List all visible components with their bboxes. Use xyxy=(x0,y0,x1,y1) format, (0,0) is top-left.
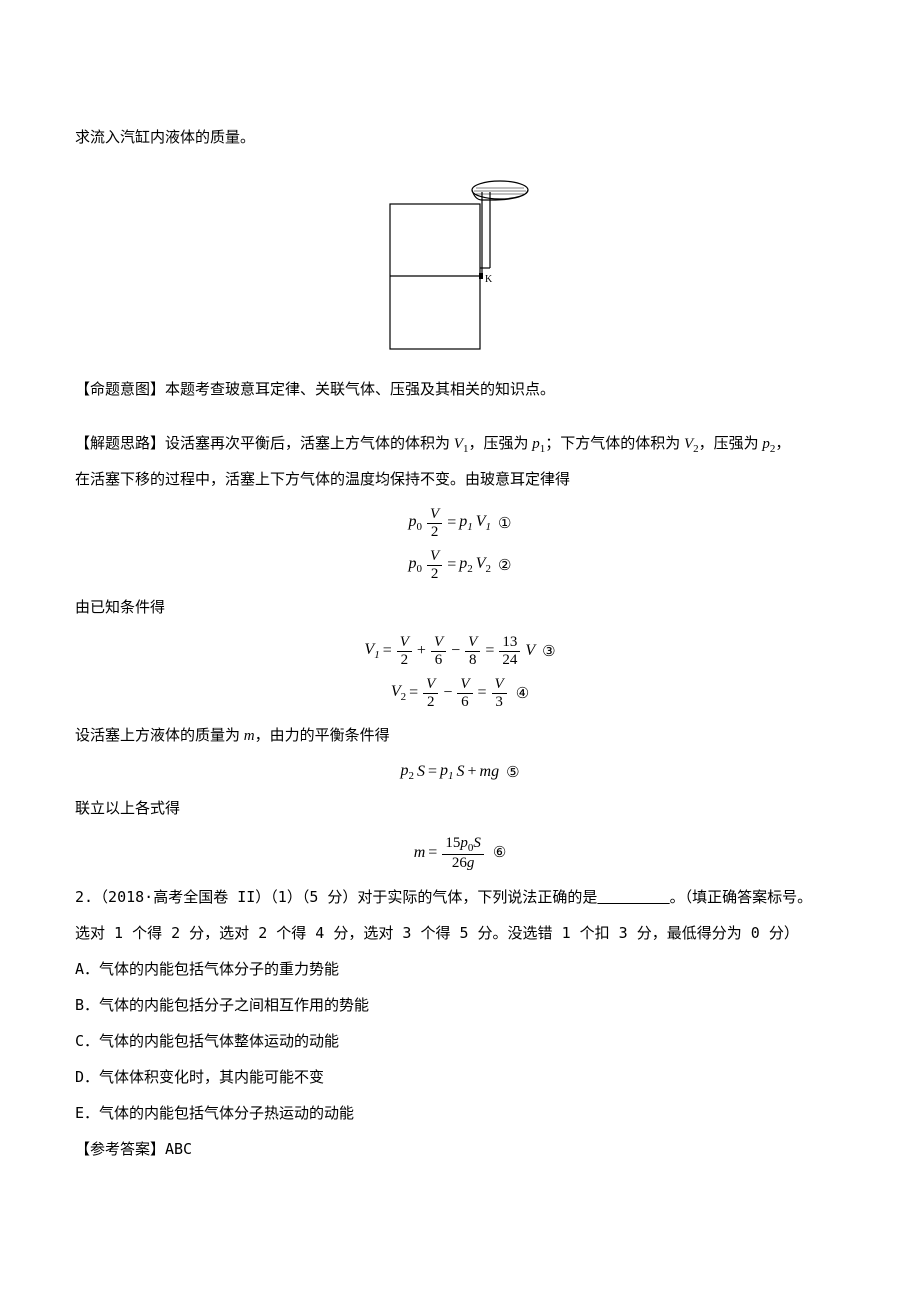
piston-mass-suffix: ，由力的平衡条件得 xyxy=(255,728,390,744)
equation-2: p0 V2 = p2V2 ② xyxy=(75,548,845,582)
equation-6: m = 15p0S 26g ⑥ xyxy=(75,835,845,872)
solution-mid4: ， xyxy=(775,436,790,452)
option-c: C．气体的内能包括气体整体运动的动能 xyxy=(75,1023,845,1059)
q2-line1-b: 。（填正确答案标号。 xyxy=(670,888,813,906)
solution-heading: 【解题思路】设活塞再次平衡后，活塞上方气体的体积为 V1，压强为 p1；下方气体… xyxy=(75,426,845,462)
solution-line2: 在活塞下移的过程中，活塞上下方气体的温度均保持不变。由玻意耳定律得 xyxy=(75,462,845,498)
solution-mid2: ；下方气体的体积为 xyxy=(545,436,684,452)
option-e: E．气体的内能包括气体分子热运动的动能 xyxy=(75,1095,845,1131)
var-p1: p1 xyxy=(532,436,545,452)
combine-text: 联立以上各式得 xyxy=(75,791,845,827)
solution-prefix: 【解题思路】设活塞再次平衡后，活塞上方气体的体积为 xyxy=(75,436,454,452)
var-V1: V1 xyxy=(454,436,469,452)
q2-line1-a: 2.（2018·高考全国卷 II）（1）（5 分）对于实际的气体，下列说法正确的… xyxy=(75,888,597,906)
cylinder-svg: K xyxy=(380,174,540,354)
equation-1: p0 V2 = p1V1 ① xyxy=(75,506,845,540)
solution-mid3: ，压强为 xyxy=(699,436,763,452)
equation-3: V1 = V2 + V6 − V8 = 1324 V ③ xyxy=(75,634,845,668)
equation-4: V2 = V2 − V6 = V3 ④ xyxy=(75,676,845,710)
equation-5: p2S = p1S + mg ⑤ xyxy=(75,762,845,782)
var-m: m xyxy=(244,728,255,744)
cylinder-diagram: K xyxy=(75,174,845,354)
q2-line1: 2.（2018·高考全国卷 II）（1）（5 分）对于实际的气体，下列说法正确的… xyxy=(75,879,845,915)
intro-text: 求流入汽缸内液体的质量。 xyxy=(75,120,845,156)
q2-line2: 选对 1 个得 2 分，选对 2 个得 4 分，选对 3 个得 5 分。没选错 … xyxy=(75,915,845,951)
known-cond: 由已知条件得 xyxy=(75,590,845,626)
option-a: A．气体的内能包括气体分子的重力势能 xyxy=(75,951,845,987)
intent-text: 【命题意图】本题考查玻意耳定律、关联气体、压强及其相关的知识点。 xyxy=(75,372,845,408)
solution-mid1: ，压强为 xyxy=(468,436,532,452)
valve-k-marker xyxy=(479,273,483,279)
option-d: D．气体体积变化时，其内能可能不变 xyxy=(75,1059,845,1095)
q2-blank xyxy=(597,888,669,906)
piston-mass-prefix: 设活塞上方液体的质量为 xyxy=(75,728,244,744)
var-p2: p2 xyxy=(762,436,775,452)
option-b: B．气体的内能包括分子之间相互作用的势能 xyxy=(75,987,845,1023)
valve-k-label: K xyxy=(485,274,493,285)
piston-mass-text: 设活塞上方液体的质量为 m，由力的平衡条件得 xyxy=(75,718,845,754)
answer-text: 【参考答案】ABC xyxy=(75,1131,845,1167)
var-V2: V2 xyxy=(684,436,699,452)
